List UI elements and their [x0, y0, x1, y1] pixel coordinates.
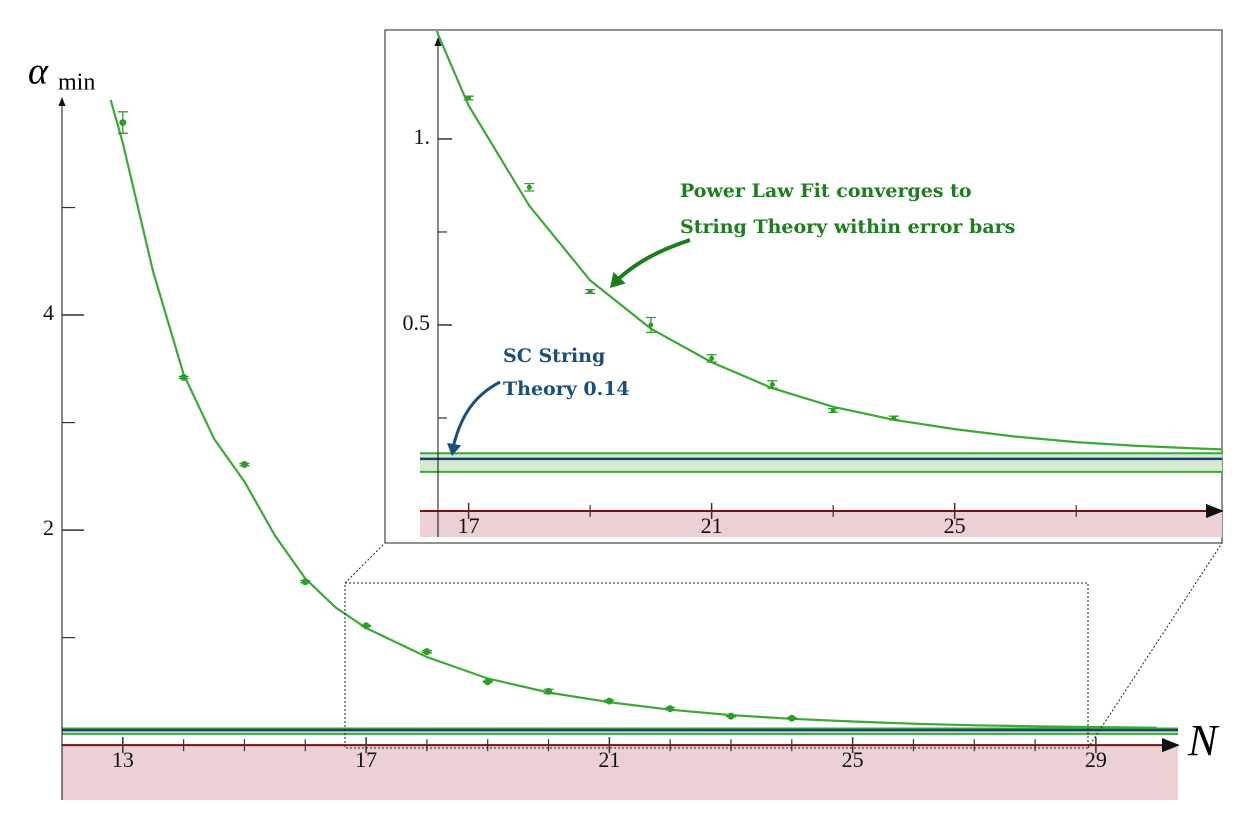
annotations: Power Law Fit converges to String Theory… [447, 180, 1015, 456]
data-point [709, 355, 715, 361]
excluded-region [420, 510, 1222, 537]
x-tick-label: 29 [1085, 747, 1107, 772]
x-tick-label: 21 [598, 747, 620, 772]
annotation: String Theory within error bars [680, 216, 1015, 238]
data-point [180, 373, 188, 381]
fit-curve [435, 31, 1222, 451]
data-point [526, 184, 532, 190]
excluded-region [62, 745, 1178, 800]
x-axis-label: N [1187, 716, 1220, 765]
data-point [587, 288, 593, 294]
x-tick-label: 21 [701, 513, 723, 538]
arrow-head [447, 442, 462, 456]
arrow-head [610, 272, 626, 288]
annotation: Theory 0.14 [503, 378, 630, 400]
y-tick-label: 2 [43, 515, 54, 540]
annotation: Power Law Fit converges to [680, 180, 972, 202]
data-point [727, 712, 735, 720]
data-point [545, 687, 553, 695]
x-tick-label: 25 [944, 513, 966, 538]
y-tick-label: 1. [414, 124, 431, 149]
x-tick-label: 17 [355, 747, 377, 772]
data-point [423, 648, 431, 656]
data-point [484, 678, 492, 686]
zoom-box [344, 582, 1089, 749]
data-point [466, 95, 472, 101]
x-tick-label: 13 [112, 747, 134, 772]
x-tick-label: 17 [458, 513, 480, 538]
plot-area [420, 31, 1222, 537]
data-point [891, 415, 897, 421]
reference-band [420, 453, 1222, 472]
y-axis-label: α [28, 51, 49, 93]
x-tick-label: 25 [842, 747, 864, 772]
y-tick-label: 4 [43, 300, 54, 325]
annotation: SC String [503, 345, 605, 367]
data-point [605, 697, 613, 705]
y-axis-label-subscript: min [58, 70, 95, 96]
main-plot: 13 17 21 25 29 2 4 [43, 97, 1180, 800]
data-point [362, 622, 370, 630]
data-point [648, 322, 654, 328]
zoom-connector [1087, 542, 1223, 749]
data-point [666, 705, 674, 713]
data-point [119, 119, 127, 127]
inset-plot: 17 21 25 0.5 1. [403, 31, 1224, 538]
zoom-connector [344, 542, 386, 584]
data-point [301, 578, 309, 586]
y-tick-label: 0.5 [403, 310, 431, 335]
annotation-arrow [450, 380, 501, 453]
data-point [830, 408, 836, 414]
data-point [769, 381, 775, 387]
data-point [240, 461, 248, 469]
plot-area [62, 99, 1178, 800]
data-point [788, 714, 796, 722]
